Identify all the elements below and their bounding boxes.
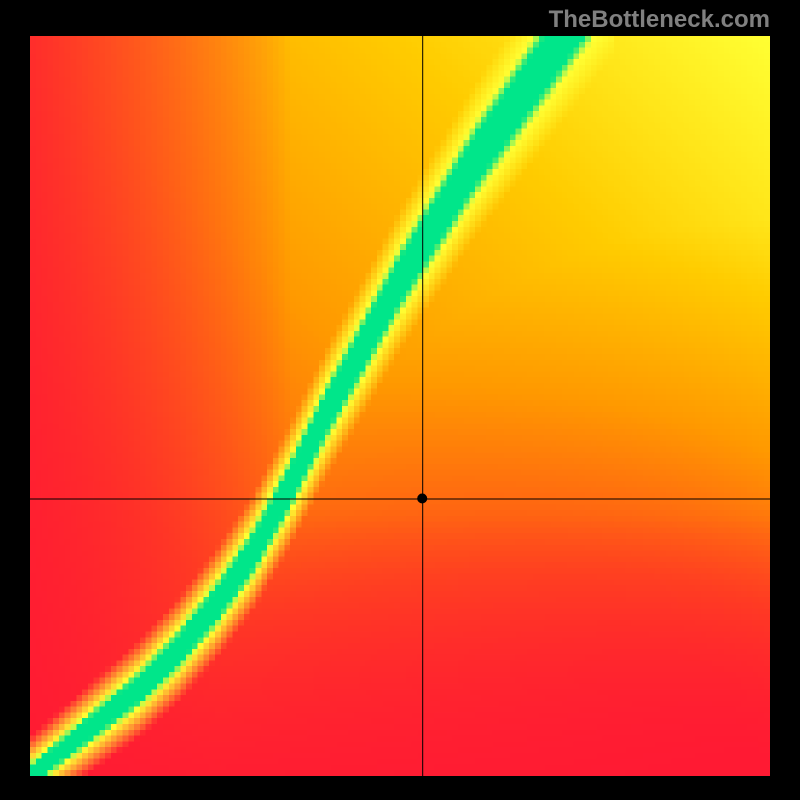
- crosshair-overlay: [30, 36, 770, 776]
- watermark-text: TheBottleneck.com: [549, 6, 770, 34]
